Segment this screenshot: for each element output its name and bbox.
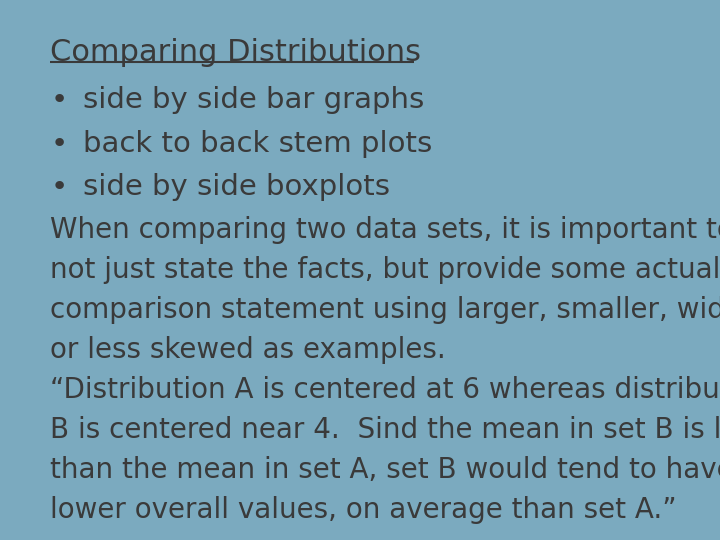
Text: •: •: [50, 86, 68, 114]
Text: side by side boxplots: side by side boxplots: [83, 173, 390, 201]
Text: •: •: [50, 130, 68, 158]
Text: “Distribution A is centered at 6 whereas distribution: “Distribution A is centered at 6 whereas…: [50, 376, 720, 404]
Text: not just state the facts, but provide some actual: not just state the facts, but provide so…: [50, 256, 720, 284]
Text: side by side bar graphs: side by side bar graphs: [83, 86, 424, 114]
Text: than the mean in set A, set B would tend to have: than the mean in set A, set B would tend…: [50, 456, 720, 484]
Text: B is centered near 4.  Sind the mean in set B is lower: B is centered near 4. Sind the mean in s…: [50, 416, 720, 444]
Text: comparison statement using larger, smaller, wider,: comparison statement using larger, small…: [50, 296, 720, 324]
Text: lower overall values, on average than set A.”: lower overall values, on average than se…: [50, 496, 677, 524]
Text: Comparing Distributions: Comparing Distributions: [50, 38, 421, 67]
Text: back to back stem plots: back to back stem plots: [83, 130, 432, 158]
Text: or less skewed as examples.: or less skewed as examples.: [50, 336, 446, 364]
Text: When comparing two data sets, it is important to: When comparing two data sets, it is impo…: [50, 216, 720, 244]
Text: •: •: [50, 173, 68, 201]
